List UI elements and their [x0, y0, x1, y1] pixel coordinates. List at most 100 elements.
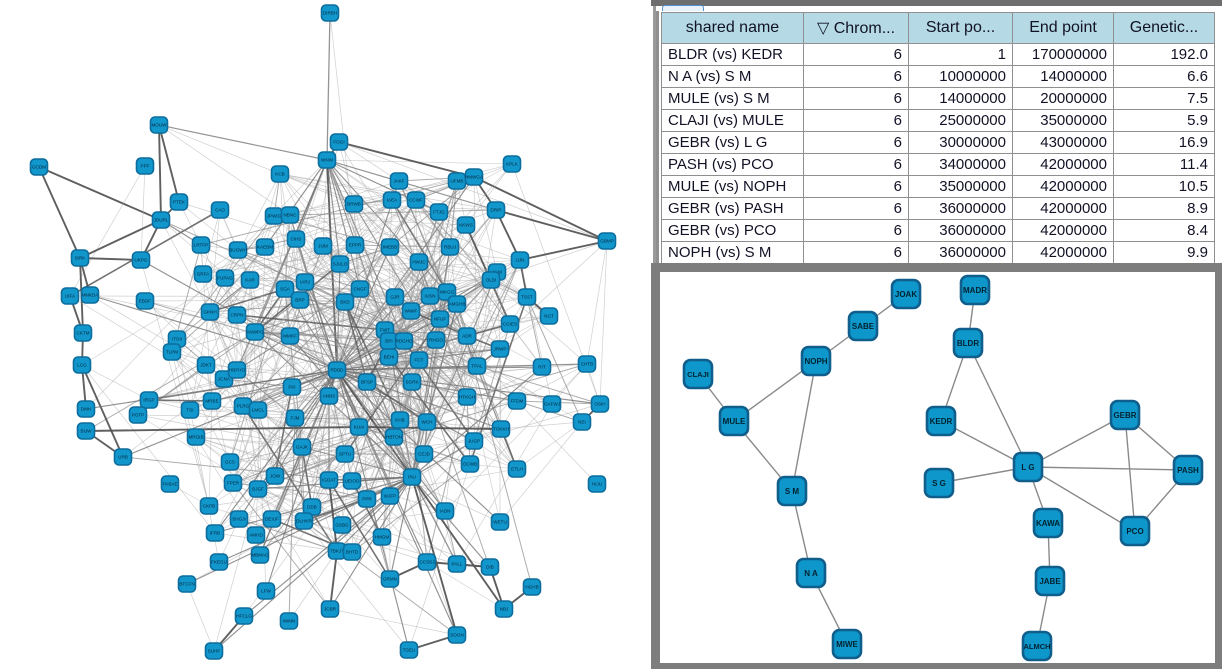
- svg-text:MULE: MULE: [723, 417, 746, 426]
- svg-text:LRTFP: LRTFP: [194, 243, 208, 248]
- svg-text:HMGM: HMGM: [375, 535, 390, 540]
- svg-text:NGT: NGT: [544, 314, 554, 319]
- svg-text:IRGP: IRGP: [143, 398, 154, 403]
- svg-text:FKBAE: FKBAE: [162, 482, 177, 487]
- svg-text:SABE: SABE: [852, 322, 875, 331]
- svg-text:UEIOD: UEIOD: [345, 479, 360, 484]
- svg-text:JAKF: JAKF: [393, 179, 404, 184]
- svg-text:WNW: WNW: [321, 158, 334, 163]
- svg-text:KPLK: KPLK: [506, 162, 519, 167]
- svg-text:GSBG: GSBG: [335, 523, 349, 528]
- svg-text:PIU: PIU: [408, 475, 416, 480]
- svg-text:GCDM: GCDM: [32, 165, 46, 170]
- svg-text:PALL: PALL: [452, 562, 463, 567]
- svg-text:SOON: SOON: [450, 633, 464, 638]
- svg-text:JDKT: JDKT: [200, 363, 212, 368]
- svg-text:BEHI: BEHI: [384, 355, 395, 360]
- svg-text:MBMAO: MBMAO: [251, 553, 269, 558]
- svg-text:ANWPG: ANWPG: [246, 330, 264, 335]
- svg-text:JOW: JOW: [270, 474, 281, 479]
- svg-text:AMHD: AMHD: [249, 533, 263, 538]
- svg-text:GBMP: GBMP: [600, 239, 614, 244]
- svg-text:GEBR: GEBR: [1113, 411, 1136, 420]
- svg-text:JDURL: JDURL: [154, 218, 169, 223]
- svg-text:URB: URB: [118, 455, 128, 460]
- svg-text:RDBD: RDBD: [330, 368, 344, 373]
- svg-text:TOKKH: TOKKH: [493, 427, 509, 432]
- svg-text:WETU: WETU: [493, 520, 507, 525]
- svg-text:GAFWJ: GAFWJ: [544, 402, 560, 407]
- svg-text:CEJD: CEJD: [418, 452, 431, 457]
- svg-text:S M: S M: [785, 487, 800, 496]
- svg-text:DMH: DMH: [81, 407, 91, 412]
- svg-text:MNKDA: MNKDA: [82, 293, 100, 298]
- svg-text:TSI: TSI: [186, 408, 193, 413]
- svg-text:RDGHO: RDGHO: [395, 339, 413, 344]
- svg-text:CGIES: CGIES: [503, 322, 517, 327]
- svg-text:IARJ: IARJ: [300, 280, 310, 285]
- svg-text:JOAK: JOAK: [895, 290, 917, 299]
- svg-text:DRIR: DRIR: [490, 208, 502, 213]
- svg-text:HFCLG: HFCLG: [236, 614, 252, 619]
- svg-text:SUHF: SUHF: [208, 649, 221, 654]
- svg-text:WCH: WCH: [422, 420, 433, 425]
- svg-text:DIRBH: DIRBH: [323, 11, 337, 16]
- svg-text:FKI: FKI: [288, 385, 295, 390]
- svg-text:CKTM: CKTM: [76, 331, 89, 336]
- svg-text:KEDR: KEDR: [930, 417, 953, 426]
- svg-text:BKD: BKD: [340, 300, 350, 305]
- svg-text:JPWIG: JPWIG: [267, 214, 282, 219]
- svg-text:FUPAG: FUPAG: [217, 276, 233, 281]
- svg-text:HBFHO: HBFHO: [229, 368, 246, 373]
- svg-text:TBKJT: TBKJT: [330, 549, 344, 554]
- svg-text:CLAJI: CLAJI: [687, 370, 709, 379]
- svg-text:ALMCH: ALMCH: [1023, 642, 1050, 651]
- svg-text:PLRG: PLRG: [237, 404, 250, 409]
- svg-text:UFMB: UFMB: [450, 179, 463, 184]
- svg-text:HGHB: HGHB: [525, 585, 538, 590]
- svg-text:FPER: FPER: [227, 481, 240, 486]
- svg-text:PTEK: PTEK: [173, 200, 186, 205]
- svg-text:KUAI: KUAI: [354, 425, 365, 430]
- svg-text:UIFA: UIFA: [65, 294, 76, 299]
- svg-text:CCSSJ: CCSSJ: [419, 560, 434, 565]
- svg-text:LMCL: LMCL: [252, 408, 265, 413]
- svg-text:IFRB: IFRB: [210, 531, 220, 536]
- svg-text:EBDF: EBDF: [139, 299, 151, 304]
- svg-text:CNGF: CNGF: [353, 287, 366, 292]
- svg-text:RIT: RIT: [538, 365, 546, 370]
- svg-text:LCG: LCG: [77, 363, 87, 368]
- svg-text:HTKGH: HTKGH: [459, 395, 475, 400]
- svg-text:JRWP: JRWP: [494, 347, 507, 352]
- svg-text:KAEBM: KAEBM: [257, 245, 273, 250]
- svg-text:KCB: KCB: [275, 172, 284, 177]
- svg-text:BUGWH: BUGWH: [229, 248, 247, 253]
- svg-text:IADN: IADN: [440, 509, 451, 514]
- svg-text:HMWGA: HMWGA: [465, 175, 484, 180]
- svg-text:RNGO: RNGO: [429, 338, 443, 343]
- svg-text:ANNS: ANNS: [323, 394, 336, 399]
- svg-text:FKEGU: FKEGU: [211, 560, 227, 565]
- svg-text:GAJK: GAJK: [296, 445, 309, 450]
- svg-text:BTCFN: BTCFN: [179, 582, 194, 587]
- svg-text:IWMN: IWMN: [283, 619, 296, 624]
- svg-text:ETLH: ETLH: [511, 467, 523, 472]
- svg-text:S G: S G: [932, 479, 946, 488]
- svg-text:PASH: PASH: [1177, 466, 1199, 475]
- svg-text:DDB: DDB: [307, 505, 317, 510]
- svg-text:JABE: JABE: [1039, 577, 1061, 586]
- svg-text:KKWS: KKWS: [459, 223, 473, 228]
- svg-text:SGA: SGA: [280, 287, 291, 292]
- svg-text:OSIH: OSIH: [594, 402, 605, 407]
- svg-text:NOPH: NOPH: [804, 357, 827, 366]
- svg-text:HIJU: HIJU: [592, 482, 602, 487]
- svg-text:WKGG: WKGG: [440, 290, 455, 295]
- svg-text:DIB: DIB: [486, 565, 494, 570]
- svg-text:SJULO: SJULO: [333, 262, 348, 267]
- svg-text:JIJM: JIJM: [318, 244, 328, 249]
- svg-text:HWJC: HWJC: [412, 260, 426, 265]
- svg-text:MIWE: MIWE: [836, 640, 858, 649]
- svg-text:BPI: BPI: [385, 339, 392, 344]
- svg-text:IGDAT: IGDAT: [322, 478, 336, 483]
- svg-text:MOUW: MOUW: [151, 123, 167, 128]
